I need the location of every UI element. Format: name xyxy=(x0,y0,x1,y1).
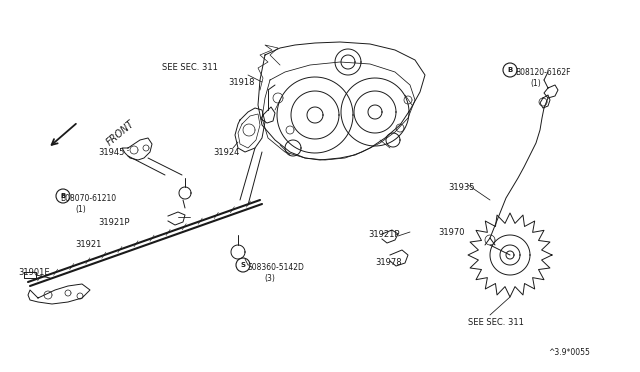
Text: 31924: 31924 xyxy=(213,148,239,157)
Text: 31945: 31945 xyxy=(98,148,124,157)
Text: SEE SEC. 311: SEE SEC. 311 xyxy=(468,318,524,327)
Text: (1): (1) xyxy=(530,79,541,88)
Text: 31935: 31935 xyxy=(448,183,474,192)
Text: 31978: 31978 xyxy=(375,258,402,267)
Text: S: S xyxy=(241,262,246,268)
Text: 31901E: 31901E xyxy=(18,268,50,277)
Text: B: B xyxy=(60,193,66,199)
Text: B08120-6162F: B08120-6162F xyxy=(515,68,570,77)
Text: 31970: 31970 xyxy=(438,228,465,237)
Text: (3): (3) xyxy=(264,274,275,283)
Text: 31918: 31918 xyxy=(228,78,255,87)
Text: 31921P: 31921P xyxy=(368,230,399,239)
Text: S08360-5142D: S08360-5142D xyxy=(248,263,305,272)
Text: FRONT: FRONT xyxy=(105,118,137,147)
Text: ^3.9*0055: ^3.9*0055 xyxy=(548,348,590,357)
Text: SEE SEC. 311: SEE SEC. 311 xyxy=(162,63,218,72)
Text: B08070-61210: B08070-61210 xyxy=(60,194,116,203)
Text: B: B xyxy=(508,67,513,73)
Text: 31921P: 31921P xyxy=(98,218,129,227)
Text: 31921: 31921 xyxy=(75,240,101,249)
Text: (1): (1) xyxy=(75,205,86,214)
